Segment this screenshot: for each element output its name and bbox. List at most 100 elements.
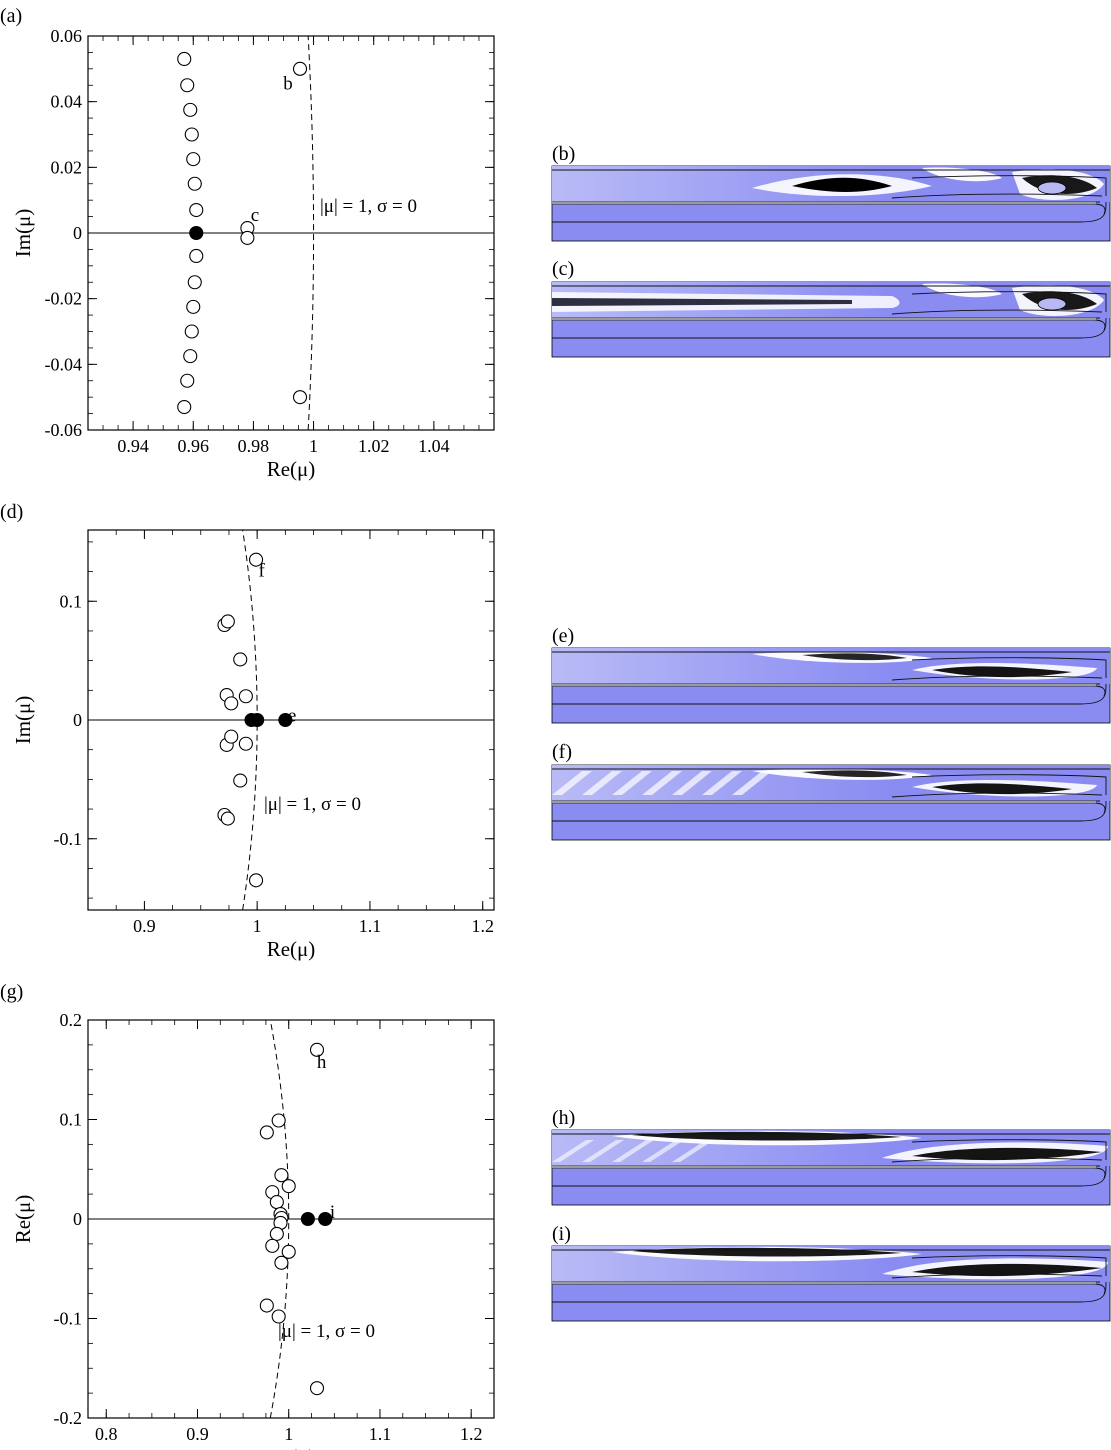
streamline [911, 175, 1107, 196]
eigenvalue-filled-point [300, 1211, 315, 1227]
streamline [552, 800, 1107, 822]
eigenvalue-plot-d: 0.9 1 1.1 1.2 -0.1 0 0.1 Re(μ) Im(μ) |μ| = 1, σ =… [11, 529, 495, 961]
vortex-structure [932, 666, 1072, 678]
y-axis-label: Im(μ) [11, 696, 35, 745]
eigenvalue-open-point [248, 873, 264, 888]
eigenvalue-plot-a: 0.94 0.96 0.98 1 1.02 1.04 -0.06 -0.04 -0.02 0 0.0… [11, 26, 495, 481]
eigenvalue-open-point [269, 1195, 284, 1210]
unit-circle-label: |μ| = 1, σ = 0 [320, 196, 417, 217]
eigenvalue-open-point [281, 1244, 296, 1259]
flow-field-h [551, 1129, 1111, 1206]
y-tick-label: 0.2 [60, 1010, 83, 1030]
streamline [891, 309, 1103, 315]
eigenvalue-open-point [292, 61, 308, 76]
flow-field-f [551, 764, 1111, 841]
streamline [552, 1281, 1107, 1303]
streamline [891, 1273, 1103, 1279]
streamline [911, 291, 1107, 312]
eigenvalue-open-point [309, 1381, 325, 1396]
vortex-structure [922, 283, 1002, 298]
eigenvalue-open-point [238, 736, 253, 751]
vortex-structure [672, 1140, 714, 1162]
y-tick-label: 0.02 [51, 157, 83, 177]
streamline [552, 1165, 1107, 1187]
eigenvalue-plot-g: 0.8 0.9 1 1.1 1.2 -0.2 -0.1 0 0.1 0.2 Im(μ) Re(μ) |μ… [11, 1010, 495, 1450]
unit-circle-label: |μ| = 1, σ = 0 [278, 1321, 375, 1342]
eigenvalue-filled-point [189, 225, 204, 241]
eigenvalue-open-point [265, 1238, 280, 1253]
vortex-structure [582, 771, 622, 795]
streamline [911, 1255, 1107, 1276]
eigenvalue-open-point [224, 696, 239, 711]
eigenvalue-filled-point [278, 712, 293, 728]
eigenvalue-open-point [233, 652, 248, 667]
eigenvalue-open-point [180, 78, 195, 93]
panel-label-c: (c) [552, 258, 574, 280]
streamline [891, 675, 1103, 681]
streamline [891, 792, 1103, 798]
y-tick-label: 0 [73, 710, 82, 730]
vortex-structure [802, 653, 907, 661]
eigenvalue-open-point [186, 152, 201, 167]
flow-field-b [551, 165, 1111, 242]
y-axis-label: Im(μ) [11, 209, 35, 258]
x-axis-label: Re(μ) [267, 457, 316, 481]
x-axis-label: Im(μ) [267, 1445, 316, 1450]
unit-circle-label: |μ| = 1, σ = 0 [264, 794, 361, 815]
eigenvalue-open-point [259, 1298, 274, 1313]
eigenvalue-open-point [187, 176, 202, 191]
vortex-structure [582, 1140, 624, 1162]
eigenvalue-open-point [180, 373, 195, 388]
flow-field-e [551, 647, 1111, 724]
vortex-structure [912, 1147, 1102, 1161]
panel-label-f: (f) [552, 741, 572, 763]
x-tick-label: 0.98 [238, 436, 270, 456]
eigenvalue-open-point [187, 275, 202, 290]
vortex-core [1037, 297, 1067, 311]
y-tick-label: 0.1 [60, 1110, 83, 1130]
panel-label-e: (e) [552, 625, 574, 647]
eigenvalue-open-point [281, 1179, 296, 1194]
eigenvalue-open-point [233, 773, 248, 788]
vortex-structure [672, 771, 712, 795]
eigenvalue-filled-point [250, 712, 265, 728]
x-tick-label: 0.8 [95, 1424, 118, 1444]
eigenvalue-open-point [259, 1125, 274, 1140]
streamline [891, 1157, 1103, 1163]
point-label: f [259, 560, 266, 581]
eigenvalue-open-point [189, 248, 204, 264]
panel-label-i: (i) [552, 1223, 571, 1245]
panel-label-a: (a) [0, 5, 22, 27]
y-tick-label: 0.1 [60, 591, 83, 611]
vortex-structure [912, 1263, 1102, 1277]
unit-circle-curve [307, 36, 315, 430]
panel-label-b: (b) [552, 143, 575, 165]
vortex-core [1037, 181, 1067, 195]
x-tick-label: 1.04 [418, 436, 450, 456]
eigenvalue-open-point [183, 349, 198, 364]
point-label: b [283, 74, 293, 95]
vortex-structure [792, 177, 892, 192]
vortex-structure [612, 1140, 654, 1162]
y-tick-label: -0.02 [45, 289, 83, 309]
streamline [891, 193, 1103, 199]
eigenvalue-open-point [189, 202, 204, 218]
point-label: h [317, 1052, 327, 1073]
panel-label-h: (h) [552, 1107, 575, 1129]
x-tick-label: 0.9 [186, 1424, 209, 1444]
y-tick-label: 0.04 [51, 92, 83, 112]
vortex-structure [642, 771, 682, 795]
vortex-structure [932, 783, 1072, 795]
unit-circle-curve [269, 1020, 290, 1418]
y-tick-label: 0 [73, 1209, 82, 1229]
y-tick-label: 0.06 [51, 26, 83, 46]
x-tick-label: 1 [253, 916, 262, 936]
point-label: c [251, 205, 259, 226]
x-tick-label: 1.1 [359, 916, 382, 936]
x-tick-label: 1 [284, 1424, 293, 1444]
vortex-structure [642, 1140, 684, 1162]
eigenvalue-open-point [269, 1226, 284, 1241]
eigenvalue-open-point [184, 127, 199, 142]
streamline [911, 774, 1107, 795]
